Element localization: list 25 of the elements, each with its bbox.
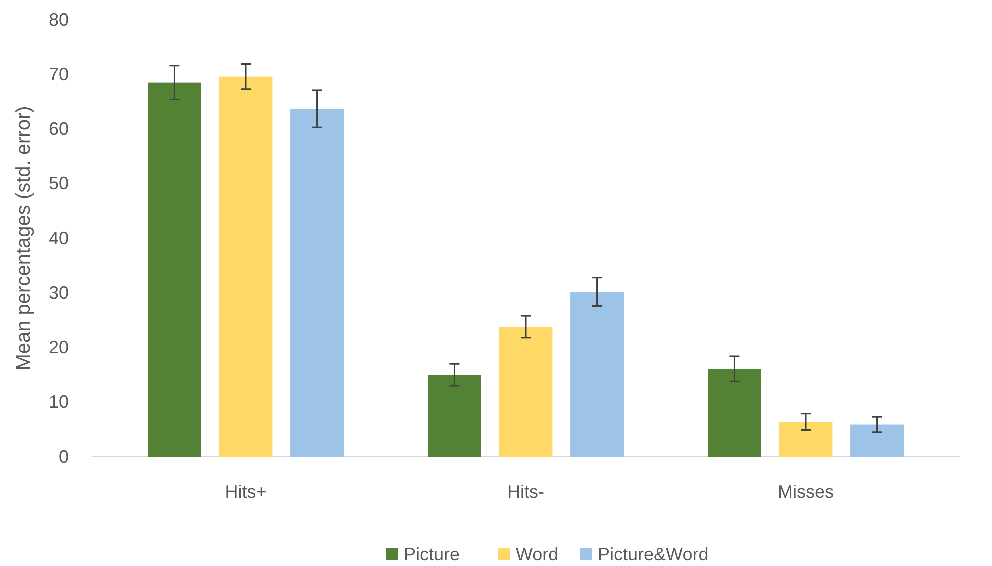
x-tick-label: Hits- [508, 482, 544, 502]
bar [148, 82, 202, 457]
x-tick-label: Misses [778, 482, 834, 502]
x-tick-label: Hits+ [225, 482, 267, 502]
legend-label: Word [516, 544, 559, 564]
y-tick-label: 50 [48, 174, 69, 194]
bar [499, 326, 553, 457]
y-tick-label: 20 [48, 338, 69, 358]
bar [708, 369, 762, 457]
bar [570, 292, 624, 457]
legend-label: Picture [404, 544, 460, 564]
y-tick-label: 0 [58, 446, 69, 467]
y-tick-label: 40 [48, 228, 69, 248]
y-tick-label: 30 [48, 282, 69, 303]
y-tick-label: 60 [48, 119, 69, 140]
y-axis-title: Mean percentages (std. error) [13, 106, 35, 371]
bar [779, 422, 833, 457]
y-tick-label: 70 [48, 64, 69, 84]
y-tick-label: 10 [48, 392, 69, 412]
bar [290, 109, 344, 457]
bar [850, 424, 904, 457]
y-tick-label: 80 [48, 10, 69, 30]
bar [428, 375, 482, 457]
legend-label: Picture&Word [598, 544, 709, 564]
bar [219, 76, 273, 457]
